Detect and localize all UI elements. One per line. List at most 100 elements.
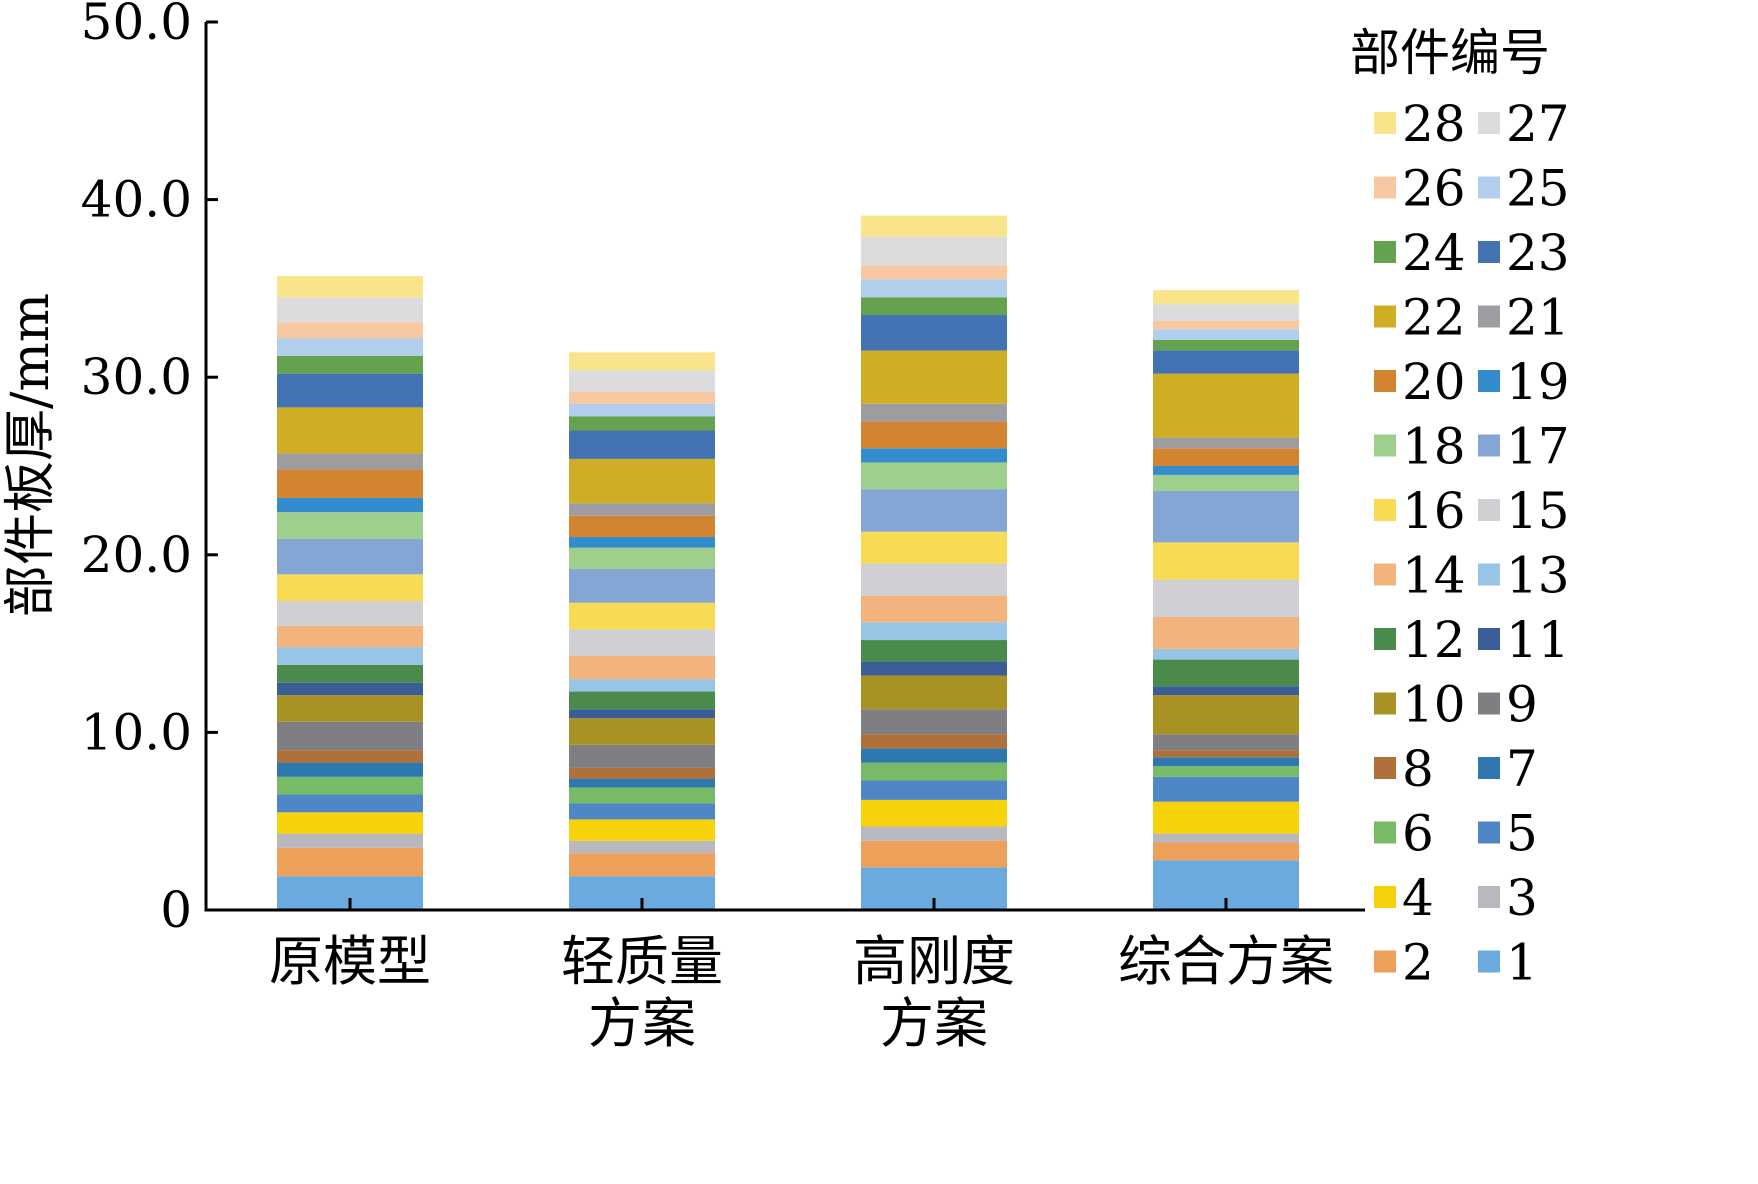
legend-label-18: 18 xyxy=(1402,418,1466,476)
legend-title: 部件编号 xyxy=(1350,24,1550,82)
bar-segment-4-cat-3 xyxy=(861,799,1007,827)
legend-label-17: 17 xyxy=(1506,418,1570,476)
y-axis-title: 部件板厚/mm xyxy=(1,293,61,617)
bar-segment-23-cat-3 xyxy=(861,315,1007,351)
bar-segment-19-cat-3 xyxy=(861,448,1007,463)
bar-segment-11-cat-2 xyxy=(569,709,715,719)
bar-segment-25-cat-3 xyxy=(861,279,1007,298)
bar-segment-6-cat-2 xyxy=(569,787,715,804)
bar-segment-18-cat-2 xyxy=(569,547,715,570)
bar-segment-15-cat-4 xyxy=(1153,579,1299,617)
bar-segment-19-cat-4 xyxy=(1153,466,1299,475)
bar-segment-20-cat-1 xyxy=(277,469,423,498)
bar-segment-12-cat-1 xyxy=(277,664,423,683)
legend-swatch-18 xyxy=(1374,434,1396,457)
bar-segment-22-cat-1 xyxy=(277,407,423,454)
bar-segment-7-cat-1 xyxy=(277,762,423,777)
legend-swatch-5 xyxy=(1478,821,1500,844)
bar-segment-4-cat-2 xyxy=(569,819,715,841)
bar-segment-12-cat-2 xyxy=(569,691,715,710)
bar-segment-2-cat-1 xyxy=(277,847,423,877)
legend-swatch-20 xyxy=(1374,370,1396,392)
legend-swatch-12 xyxy=(1374,628,1396,650)
legend-swatch-4 xyxy=(1374,886,1396,908)
legend-label-3: 3 xyxy=(1506,869,1538,927)
bar-segment-22-cat-4 xyxy=(1153,373,1299,438)
bar-segment-9-cat-2 xyxy=(569,744,715,768)
bar-segment-27-cat-4 xyxy=(1153,304,1299,321)
bar-segment-7-cat-3 xyxy=(861,748,1007,763)
bar-segment-18-cat-4 xyxy=(1153,474,1299,491)
bar-segment-6-cat-1 xyxy=(277,776,423,795)
bar-segment-17-cat-4 xyxy=(1153,490,1299,543)
bar-segment-12-cat-4 xyxy=(1153,659,1299,687)
bar-segment-7-cat-4 xyxy=(1153,757,1299,767)
bar-segment-8-cat-4 xyxy=(1153,750,1299,758)
legend-swatch-10 xyxy=(1374,692,1396,715)
legend-label-1: 1 xyxy=(1506,934,1538,992)
bar-segment-2-cat-3 xyxy=(861,840,1007,868)
bar-segment-10-cat-3 xyxy=(861,675,1007,710)
bar-segment-3-cat-1 xyxy=(277,833,423,848)
legend-swatch-14 xyxy=(1374,563,1396,586)
legend-label-20: 20 xyxy=(1402,353,1466,411)
x-category-label: 原模型 xyxy=(269,930,431,993)
bar-segment-14-cat-3 xyxy=(861,595,1007,623)
bar-segment-20-cat-3 xyxy=(861,421,1007,449)
bar-segment-2-cat-4 xyxy=(1153,842,1299,861)
y-tick-label: 20.0 xyxy=(81,526,192,584)
bar-segment-14-cat-4 xyxy=(1153,616,1299,649)
bar-segment-28-cat-2 xyxy=(569,352,715,371)
legend-label-5: 5 xyxy=(1506,805,1538,863)
bar-segment-27-cat-2 xyxy=(569,370,715,392)
bar-segment-17-cat-2 xyxy=(569,569,715,603)
bar-segment-25-cat-4 xyxy=(1153,329,1299,340)
bar-segment-13-cat-1 xyxy=(277,647,423,665)
x-category-label: 方案 xyxy=(880,992,988,1055)
bar-segment-18-cat-3 xyxy=(861,462,1007,490)
bar-segment-17-cat-3 xyxy=(861,489,1007,532)
x-category-label: 方案 xyxy=(588,992,696,1055)
bar-segment-23-cat-1 xyxy=(277,373,423,408)
bar-segment-3-cat-2 xyxy=(569,840,715,854)
legend-label-12: 12 xyxy=(1402,611,1466,669)
legend-swatch-26 xyxy=(1374,176,1396,199)
bar-segment-5-cat-4 xyxy=(1153,776,1299,802)
bar-segment-11-cat-1 xyxy=(277,682,423,696)
bar-segment-8-cat-3 xyxy=(861,734,1007,749)
bar-segment-14-cat-1 xyxy=(277,625,423,648)
bar-segment-23-cat-4 xyxy=(1153,350,1299,374)
legend-label-27: 27 xyxy=(1506,95,1570,153)
x-category-label: 综合方案 xyxy=(1118,930,1334,993)
y-tick-label: 50.0 xyxy=(81,0,192,51)
bar-segment-27-cat-3 xyxy=(861,236,1007,266)
bar-segment-10-cat-2 xyxy=(569,718,715,745)
bar-segment-3-cat-3 xyxy=(861,826,1007,841)
legend-swatch-9 xyxy=(1478,692,1500,715)
bar-segment-21-cat-2 xyxy=(569,503,715,516)
legend-swatch-13 xyxy=(1478,563,1500,586)
y-tick-label: 10.0 xyxy=(81,703,192,761)
bar-segment-20-cat-4 xyxy=(1153,448,1299,466)
bar-segment-28-cat-4 xyxy=(1153,290,1299,305)
bar-segment-22-cat-3 xyxy=(861,350,1007,404)
bar-segment-15-cat-2 xyxy=(569,629,715,657)
legend-label-14: 14 xyxy=(1402,547,1466,605)
legend-label-28: 28 xyxy=(1402,95,1466,153)
legend-swatch-28 xyxy=(1374,112,1396,134)
bar-segment-17-cat-1 xyxy=(277,538,423,575)
legend-swatch-21 xyxy=(1478,305,1500,328)
legend-label-13: 13 xyxy=(1506,547,1570,605)
bar-segment-9-cat-4 xyxy=(1153,734,1299,751)
bar-segment-4-cat-1 xyxy=(277,812,423,834)
bar-segment-9-cat-1 xyxy=(277,721,423,751)
bar-segment-5-cat-2 xyxy=(569,803,715,820)
legend-swatch-3 xyxy=(1478,886,1500,908)
bar-segment-19-cat-1 xyxy=(277,497,423,513)
bar-segment-24-cat-3 xyxy=(861,297,1007,316)
legend-swatch-16 xyxy=(1374,499,1396,521)
legend-label-19: 19 xyxy=(1506,353,1570,411)
legend-label-26: 26 xyxy=(1402,160,1466,218)
